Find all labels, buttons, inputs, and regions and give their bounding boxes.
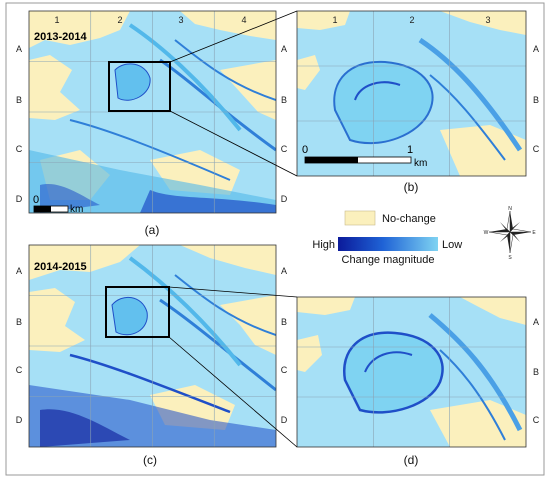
row-tick: C: [533, 144, 540, 154]
col-tick: 1: [54, 15, 59, 25]
leader-line: [168, 336, 298, 448]
row-tick: D: [16, 194, 23, 204]
no-change-swatch: [344, 210, 376, 226]
row-tick: C: [281, 144, 288, 154]
row-tick: B: [281, 317, 287, 327]
svg-text:N: N: [508, 206, 512, 212]
magnitude-gradient: [338, 237, 438, 251]
high-label: High: [312, 239, 335, 251]
leader-line: [169, 10, 298, 63]
row-tick: D: [281, 415, 288, 425]
legend: No-change High Low Change magnitude: [312, 210, 462, 266]
svg-text:km: km: [70, 204, 83, 215]
row-tick: A: [533, 317, 539, 327]
col-tick: 2: [409, 15, 414, 25]
row-tick: D: [281, 194, 288, 204]
period-label-a: 2013-2014: [34, 31, 87, 43]
map-panel-b: 1 2 3 A B C 0 1 km (b): [296, 10, 540, 194]
row-tick: B: [16, 317, 22, 327]
svg-text:E: E: [532, 230, 536, 236]
caption-c: (c): [143, 453, 157, 467]
row-tick: B: [533, 367, 539, 377]
inset-box-a: [108, 61, 171, 112]
inset-box-c: [105, 286, 170, 338]
col-tick: 2: [117, 15, 122, 25]
row-tick: A: [16, 266, 22, 276]
col-tick: 3: [485, 15, 490, 25]
col-tick: 4: [241, 15, 246, 25]
leader-line: [168, 286, 298, 298]
map-panel-c: 2014-2015 A B C D A B C D (c): [16, 244, 288, 467]
magnitude-title: Change magnitude: [342, 254, 435, 266]
low-label: Low: [442, 239, 462, 251]
no-change-label: No-change: [382, 213, 436, 225]
caption-a: (a): [145, 223, 160, 237]
row-tick: C: [533, 415, 540, 425]
row-tick: A: [281, 266, 287, 276]
caption-b: (b): [404, 180, 419, 194]
col-tick: 1: [332, 15, 337, 25]
row-tick: C: [16, 144, 23, 154]
row-tick: B: [281, 95, 287, 105]
map-panel-a: 2013-2014 1 2 3 4 A B C D A B C D 0 km (…: [16, 10, 288, 237]
svg-text:1: 1: [407, 144, 413, 156]
caption-d: (d): [404, 453, 419, 467]
leader-line: [169, 110, 298, 177]
row-tick: B: [533, 95, 539, 105]
row-tick: B: [16, 95, 22, 105]
compass-rose-icon: N S E W: [484, 206, 537, 261]
row-tick: C: [281, 365, 288, 375]
svg-text:km: km: [414, 158, 427, 169]
col-tick: 3: [178, 15, 183, 25]
outer-border: [5, 2, 545, 476]
row-tick: A: [533, 44, 539, 54]
row-tick: A: [281, 44, 287, 54]
scale-bar-a: 0 km: [33, 194, 83, 215]
row-tick: A: [16, 44, 22, 54]
map-panel-d: A B C (d): [296, 296, 540, 467]
row-tick: C: [16, 365, 23, 375]
svg-text:W: W: [484, 230, 489, 236]
svg-text:0: 0: [302, 144, 308, 156]
period-label-c: 2014-2015: [34, 261, 87, 273]
svg-text:0: 0: [33, 194, 39, 206]
row-tick: D: [16, 415, 23, 425]
svg-text:S: S: [508, 255, 512, 261]
scale-bar-b: 0 1 km: [302, 144, 427, 169]
